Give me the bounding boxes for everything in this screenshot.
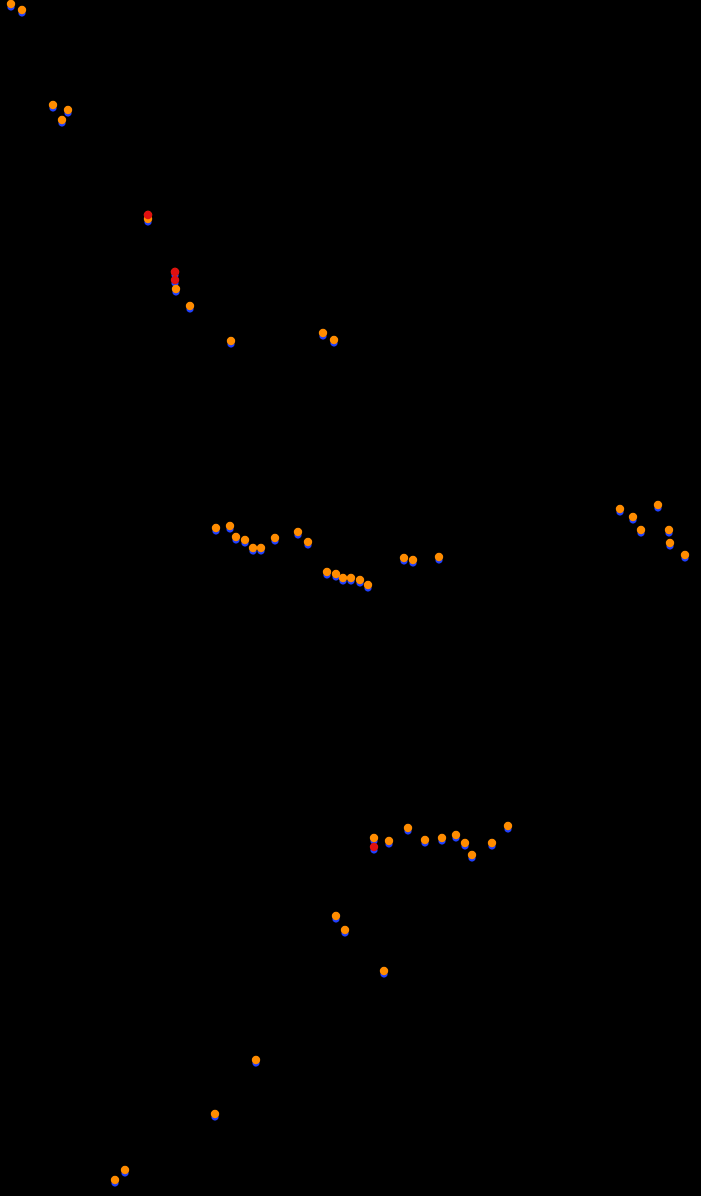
- data-point: [212, 524, 220, 532]
- data-point: [404, 824, 412, 832]
- data-point: [227, 337, 235, 345]
- data-point: [380, 967, 388, 975]
- data-point: [400, 554, 408, 562]
- data-point: [409, 556, 417, 564]
- data-point: [304, 538, 312, 546]
- data-point: [121, 1166, 129, 1174]
- data-point: [171, 276, 179, 284]
- data-point: [364, 581, 372, 589]
- plot-background: [0, 0, 701, 1196]
- data-point: [7, 0, 15, 8]
- data-point: [257, 544, 265, 552]
- data-point: [370, 834, 378, 842]
- data-point: [347, 574, 355, 582]
- data-point: [49, 101, 57, 109]
- data-point: [294, 528, 302, 536]
- data-point: [172, 285, 180, 293]
- data-point: [356, 576, 364, 584]
- data-point: [271, 534, 279, 542]
- data-point: [144, 211, 152, 219]
- data-point: [629, 513, 637, 521]
- data-point: [488, 839, 496, 847]
- data-point: [421, 836, 429, 844]
- data-point: [370, 843, 378, 851]
- data-point: [468, 851, 476, 859]
- data-point: [438, 834, 446, 842]
- data-point: [319, 329, 327, 337]
- data-point: [341, 926, 349, 934]
- data-point: [58, 116, 66, 124]
- data-point: [211, 1110, 219, 1118]
- data-point: [186, 302, 194, 310]
- data-point: [171, 268, 179, 276]
- data-point: [681, 551, 689, 559]
- data-point: [461, 839, 469, 847]
- scatter-plot: [0, 0, 701, 1196]
- data-point: [452, 831, 460, 839]
- data-point: [665, 526, 673, 534]
- data-point: [111, 1176, 119, 1184]
- data-point: [339, 574, 347, 582]
- data-point: [654, 501, 662, 509]
- data-point: [323, 568, 331, 576]
- data-point: [252, 1056, 260, 1064]
- data-point: [330, 336, 338, 344]
- data-point: [64, 106, 72, 114]
- data-point: [232, 533, 240, 541]
- data-point: [435, 553, 443, 561]
- data-point: [637, 526, 645, 534]
- data-point: [18, 6, 26, 14]
- data-point: [385, 837, 393, 845]
- data-point: [226, 522, 234, 530]
- data-point: [241, 536, 249, 544]
- data-point: [504, 822, 512, 830]
- data-point: [616, 505, 624, 513]
- data-point: [666, 539, 674, 547]
- data-point: [332, 912, 340, 920]
- data-point: [249, 544, 257, 552]
